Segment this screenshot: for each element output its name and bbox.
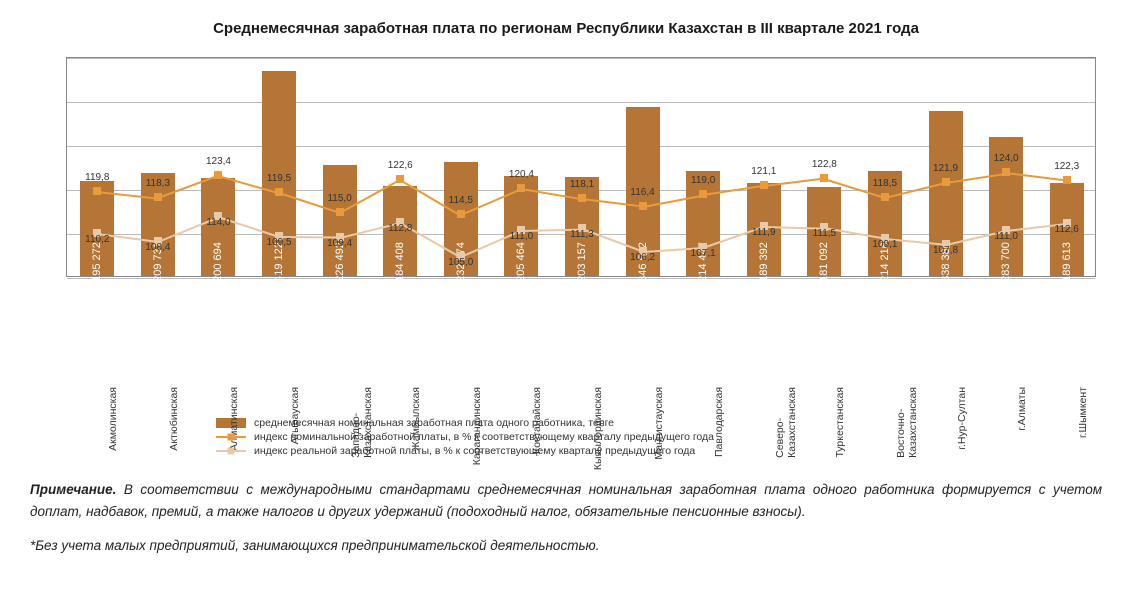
bar-value-label: 184 408 <box>394 242 406 282</box>
line-value-label: 115,0 <box>327 193 351 204</box>
line-value-label: 119,0 <box>691 175 715 186</box>
line-marker <box>942 178 950 186</box>
line-value-label: 110,2 <box>85 234 109 245</box>
line-value-label: 119,8 <box>85 172 109 183</box>
bar-value-label: 195 272 <box>91 242 103 282</box>
line-marker <box>639 202 647 210</box>
line-marker <box>275 188 283 196</box>
category-label: Западно- Казахстанская <box>345 387 374 458</box>
line-value-label: 119,5 <box>267 173 291 184</box>
line-value-label: 111,3 <box>570 229 594 240</box>
category-label: Мангистауская <box>648 387 666 460</box>
gridline <box>67 58 1095 59</box>
category-label: г.Шымкент <box>1072 387 1090 438</box>
line-value-label: 122,3 <box>1054 161 1079 172</box>
bar: 214 447 <box>686 171 720 276</box>
gridline <box>67 102 1095 103</box>
line-segment <box>764 178 825 187</box>
line-value-label: 107,8 <box>933 244 958 255</box>
line-value-label: 111,0 <box>510 230 534 241</box>
line-value-label: 122,6 <box>388 159 413 170</box>
legend: среднемесячная номинальная заработная пл… <box>216 417 916 457</box>
line-value-label: 118,1 <box>570 179 594 190</box>
bar-value-label: 189 613 <box>1061 242 1073 282</box>
line-marker <box>154 193 162 201</box>
category-label: Павлодарская <box>708 387 726 457</box>
line-value-label: 109,5 <box>267 237 292 248</box>
line-value-label: 121,9 <box>933 162 958 173</box>
line-value-label: 124,0 <box>994 153 1019 164</box>
category-label: Восточно- Казахстанская <box>890 387 919 458</box>
line-value-label: 114,5 <box>449 195 473 206</box>
line-marker <box>517 184 525 192</box>
bar-value-label: 181 092 <box>818 242 830 282</box>
bar-value-label: 283 700 <box>1000 242 1012 282</box>
chart-container: 195 272209 731200 694419 122226 492184 4… <box>36 57 1096 307</box>
category-label: г.Нур-Султан <box>951 387 969 450</box>
chart-title: Среднемесячная заработная плата по регио… <box>30 20 1102 37</box>
note-label: Примечание. <box>30 482 116 497</box>
line-marker <box>93 187 101 195</box>
line-value-label: 112,8 <box>388 222 412 233</box>
line-value-label: 107,1 <box>691 248 716 259</box>
category-label: Кызылординская <box>587 387 605 470</box>
legend-label: индекс номинальной заработной платы, в %… <box>254 431 714 443</box>
bar-value-label: 203 157 <box>576 242 588 282</box>
footnote: *Без учета малых предприятий, занимающих… <box>30 538 1102 553</box>
line-value-label: 111,5 <box>813 228 837 239</box>
note-text: В соответствии с международными стандарт… <box>30 482 1102 519</box>
line-marker <box>881 193 889 201</box>
legend-label: среднемесячная номинальная заработная пл… <box>254 417 614 429</box>
category-label: Карагандинская <box>466 387 484 465</box>
category-labels: АкмолинскаяАктюбинскаяАлматинскаяАтыраус… <box>66 277 1096 387</box>
category-label: Северо- Казахстанская <box>769 387 798 458</box>
line-value-label: 112,6 <box>1055 223 1079 234</box>
legend-item-line2: индекс реальной заработной платы, в % к … <box>216 445 916 457</box>
line-value-label: 108,4 <box>145 242 170 253</box>
line-value-label: 109,1 <box>872 239 897 250</box>
category-label: г.Алматы <box>1011 387 1029 431</box>
category-label: Костанайская <box>526 387 544 454</box>
line-marker <box>820 174 828 182</box>
legend-item-bar: среднемесячная номинальная заработная пл… <box>216 417 916 429</box>
bar-value-label: 189 392 <box>758 242 770 282</box>
line-marker <box>1002 168 1010 176</box>
line-marker <box>1063 176 1071 184</box>
line-marker <box>336 208 344 216</box>
legend-item-line1: индекс номинальной заработной платы, в %… <box>216 431 916 443</box>
category-label: Алматинская <box>223 387 241 451</box>
line-marker <box>760 181 768 189</box>
category-label: Жамбылская <box>405 387 423 451</box>
legend-swatch-line <box>216 450 246 452</box>
bar-value-label: 205 464 <box>515 242 527 282</box>
line-value-label: 123,4 <box>206 156 231 167</box>
bar: 226 492 <box>323 165 357 276</box>
bar-value-label: 419 122 <box>273 242 285 282</box>
category-label: Акмолинская <box>102 387 120 451</box>
line-value-label: 122,8 <box>812 158 837 169</box>
category-label: Туркестанская <box>829 387 847 458</box>
line-value-label: 120,4 <box>509 169 534 180</box>
line-value-label: 121,1 <box>751 166 776 177</box>
line-value-label: 118,3 <box>146 178 170 189</box>
line-marker <box>699 190 707 198</box>
category-label: Актюбинская <box>163 387 181 451</box>
line-marker <box>578 194 586 202</box>
line-value-label: 106,2 <box>630 252 655 263</box>
line-value-label: 114,0 <box>206 217 230 228</box>
legend-swatch-line <box>216 436 246 438</box>
line-marker <box>457 210 465 218</box>
category-label: Атырауская <box>284 387 302 444</box>
line-value-label: 105,0 <box>448 257 473 268</box>
line-marker <box>214 171 222 179</box>
note-paragraph: Примечание. В соответствии с международн… <box>30 479 1102 522</box>
bar-value-label: 200 694 <box>212 242 224 282</box>
line-marker <box>396 175 404 183</box>
line-value-label: 111,9 <box>752 226 776 237</box>
plot-area: 195 272209 731200 694419 122226 492184 4… <box>66 57 1096 277</box>
line-value-label: 111,0 <box>994 230 1018 241</box>
line-value-label: 109,4 <box>327 237 352 248</box>
line-value-label: 118,5 <box>873 177 897 188</box>
line-value-label: 116,4 <box>630 187 654 198</box>
